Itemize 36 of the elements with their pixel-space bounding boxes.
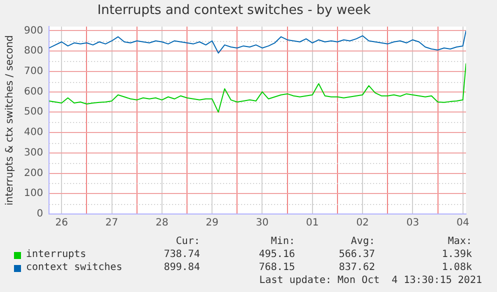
x-tick-label: 30 bbox=[256, 218, 269, 229]
text: 837.62 bbox=[338, 262, 375, 273]
y-tick-label: 800 bbox=[24, 46, 44, 57]
text: 566.37 bbox=[338, 249, 375, 260]
text: 899.84 bbox=[162, 262, 200, 273]
text: Last update: Mon Oct 4 13:30:15 2021 bbox=[259, 275, 482, 286]
x-tick-label: 27 bbox=[105, 218, 118, 229]
text: 495.16 bbox=[258, 249, 295, 260]
text: Min: bbox=[270, 236, 295, 247]
chart-title: Interrupts and context switches - by week bbox=[97, 3, 372, 18]
text: Cur: bbox=[174, 236, 200, 247]
x-tick-label: 03 bbox=[406, 218, 420, 229]
y-axis-title: interrupts & ctx switches / second bbox=[4, 35, 16, 206]
y-tick-label: 700 bbox=[24, 66, 44, 78]
text: 1.08k bbox=[440, 262, 472, 273]
text: 768.15 bbox=[258, 262, 295, 273]
y-tick-label: 100 bbox=[24, 188, 44, 200]
text: Avg: bbox=[350, 236, 375, 247]
text: 738.74 bbox=[162, 249, 200, 260]
y-tick-label: 400 bbox=[24, 127, 44, 138]
x-tick-label: 02 bbox=[356, 218, 369, 229]
y-tick-label: 300 bbox=[24, 147, 44, 158]
legend-label: context switches bbox=[26, 262, 122, 273]
y-tick-label: 600 bbox=[24, 86, 44, 98]
x-tick-label: 26 bbox=[55, 218, 68, 229]
legend-label: interrupts bbox=[26, 249, 86, 260]
x-tick-label: 01 bbox=[306, 218, 319, 229]
y-tick-label: 900 bbox=[24, 25, 44, 36]
x-tick-label: 04 bbox=[456, 218, 470, 229]
y-tick-label: 500 bbox=[24, 106, 44, 118]
x-tick-label: 28 bbox=[156, 218, 168, 229]
y-tick-label: 200 bbox=[24, 168, 44, 179]
x-tick-label: 29 bbox=[206, 218, 218, 229]
text: Max: bbox=[446, 236, 472, 247]
text: 1.39k bbox=[440, 249, 472, 260]
y-tick-label: 0 bbox=[36, 208, 44, 220]
